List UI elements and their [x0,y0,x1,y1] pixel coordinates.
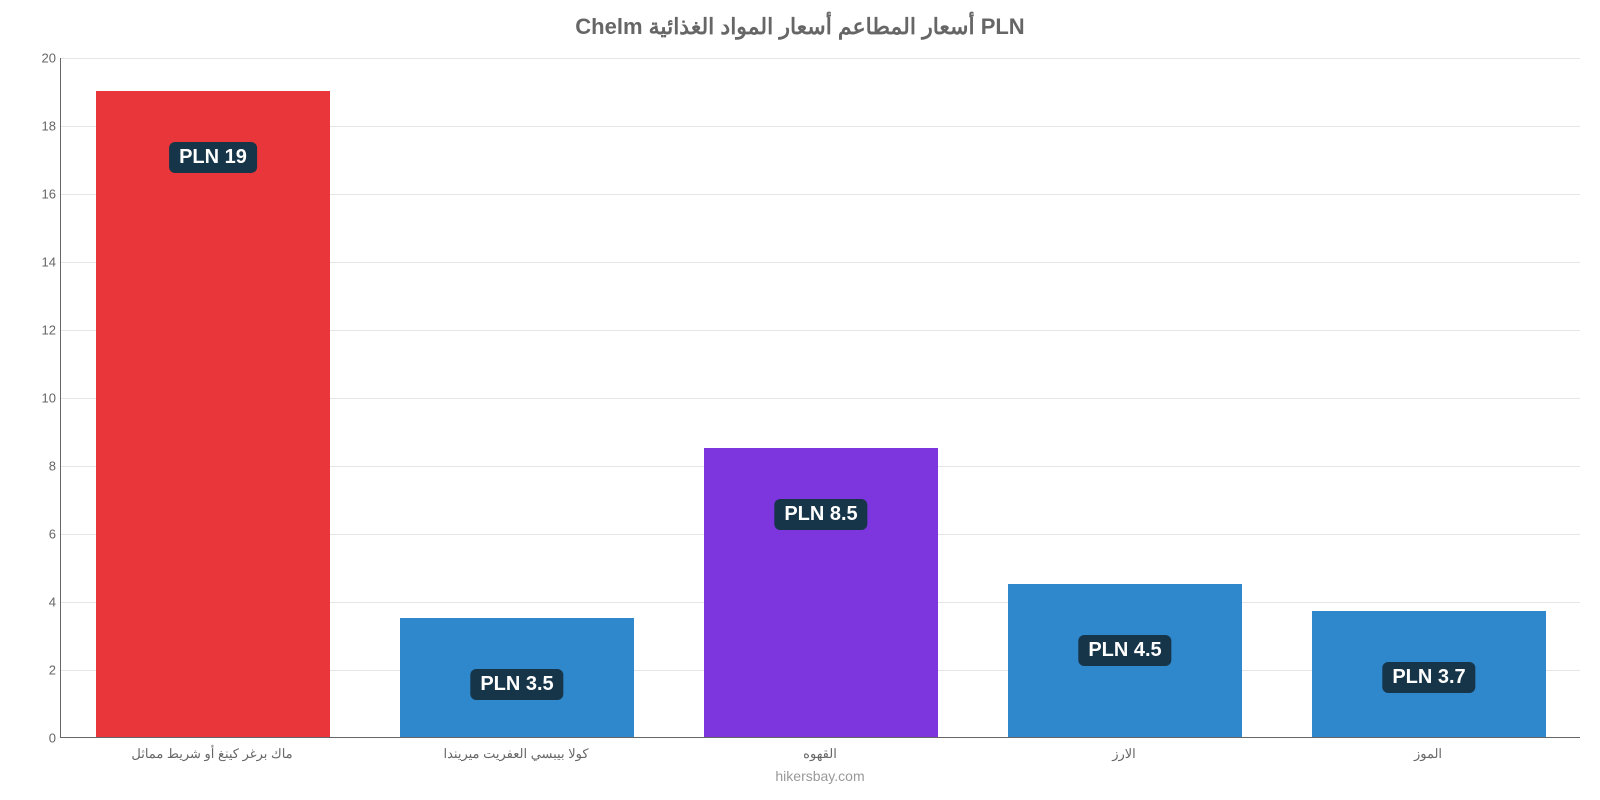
y-tick-label: 6 [0,527,56,542]
chart-title: Chelm أسعار المطاعم أسعار المواد الغذائي… [0,0,1600,40]
y-tick-label: 16 [0,187,56,202]
y-tick-label: 4 [0,595,56,610]
x-category-label: الموز [1414,746,1442,762]
bar [704,448,938,737]
plot-area: PLN 19 PLN 3.5 PLN 8.5 PLN 4.5 PLN 3.7 [60,58,1580,738]
y-tick-label: 12 [0,323,56,338]
y-tick-label: 0 [0,731,56,746]
bar-value-label: PLN 8.5 [774,499,867,530]
x-category-label: ماك برغر كينغ أو شريط مماثل [131,746,292,762]
bar-value-label: PLN 3.7 [1382,662,1475,693]
y-tick-label: 20 [0,51,56,66]
bar [96,91,330,737]
bar-value-label: PLN 19 [169,142,257,173]
watermark-text: hikersbay.com [775,768,864,784]
y-tick-label: 8 [0,459,56,474]
y-tick-label: 14 [0,255,56,270]
y-tick-label: 2 [0,663,56,678]
gridline [61,58,1580,59]
bar-value-label: PLN 4.5 [1078,635,1171,666]
bar-value-label: PLN 3.5 [470,669,563,700]
price-chart: Chelm أسعار المطاعم أسعار المواد الغذائي… [0,0,1600,800]
y-tick-label: 18 [0,119,56,134]
x-category-label: القهوه [803,746,837,762]
y-tick-label: 10 [0,391,56,406]
x-category-label: الارز [1112,746,1136,762]
x-category-label: كولا بيبسي العفريت ميريندا [443,746,588,762]
